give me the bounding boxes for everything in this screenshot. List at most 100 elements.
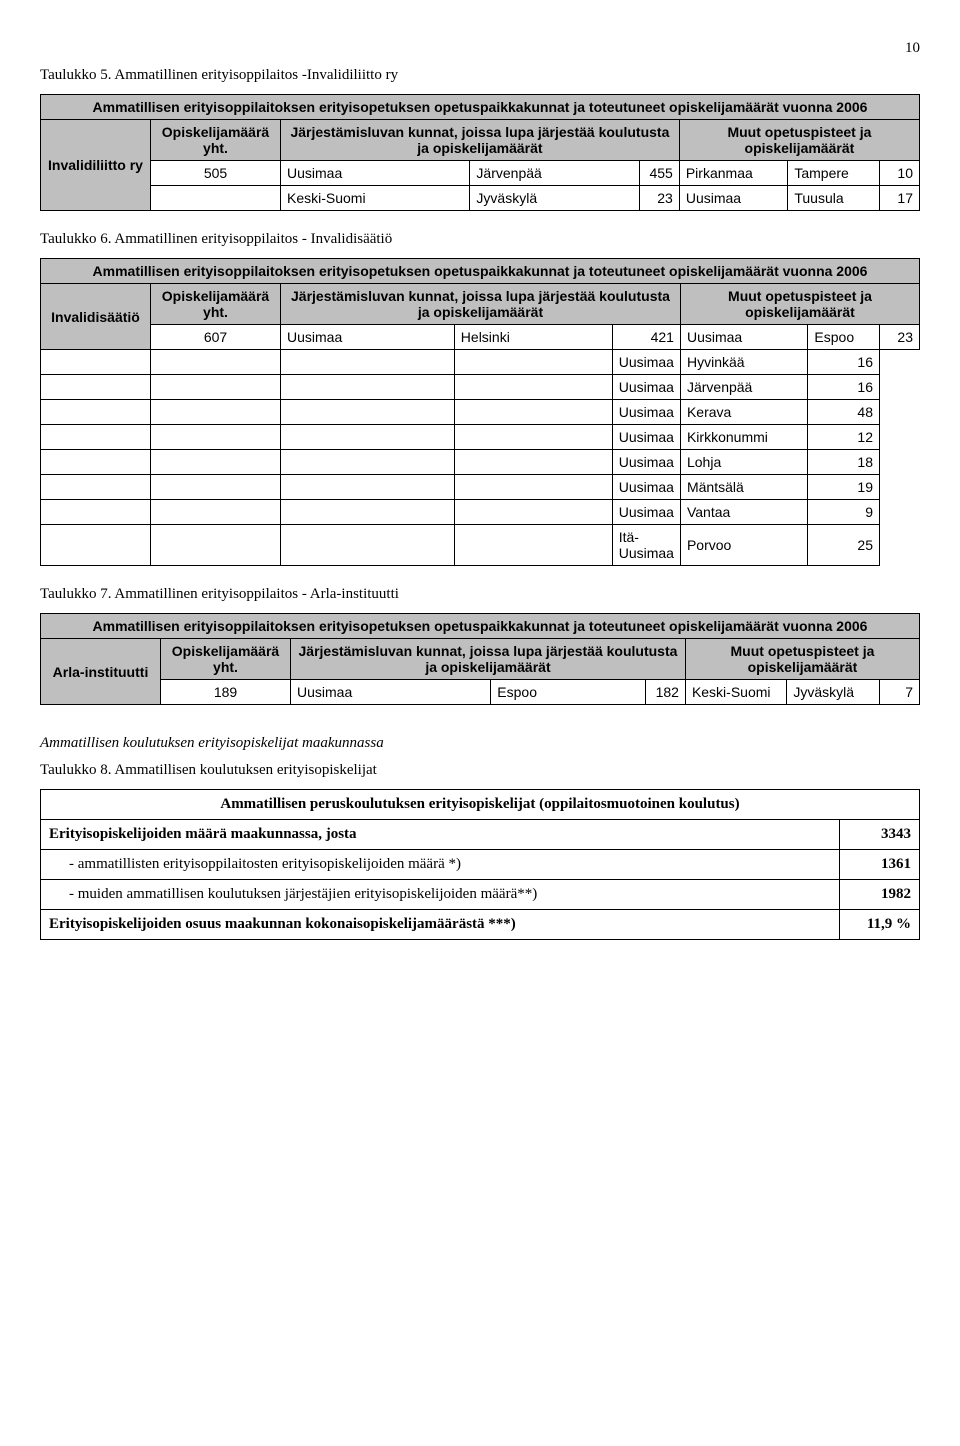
t7-r1-p2: Espoo [491,680,646,705]
table-row: UusimaaLohja18 [41,450,920,475]
t6-row-p4: Uusimaa [612,375,680,400]
t6-r1-count: 607 [151,325,281,350]
table-row: UusimaaKirkkonummi12 [41,425,920,450]
t6-r1-p6: 23 [880,325,920,350]
t6-row-p5: Vantaa [680,500,807,525]
t8-row-label: - muiden ammatillisen koulutuksen järjes… [41,880,840,910]
t6-empty-d [454,475,612,500]
t6-empty-c [281,450,455,475]
t6-empty-a [41,450,151,475]
table-row: - muiden ammatillisen koulutuksen järjes… [41,880,920,910]
t5-r1-p5: Tampere [788,161,880,186]
t6-empty-b [151,525,281,566]
t7-r1-p1: Uusimaa [291,680,491,705]
t5-org: Invalidiliitto ry [41,120,151,211]
t6-row-p5: Lohja [680,450,807,475]
t6-empty-b [151,350,281,375]
t8-row-value: 1982 [840,880,920,910]
t6-empty-b [151,450,281,475]
t5-col-count: Opiskelijamäärä yht. [151,120,281,161]
t6-row-p6: 9 [808,500,880,525]
t7-r1-p4: Keski-Suomi [685,680,786,705]
t7-org: Arla-instituutti [41,639,161,705]
t6-empty-c [281,425,455,450]
table8-caption: Taulukko 8. Ammatillisen koulutuksen eri… [40,762,920,779]
table5: Ammatillisen erityisoppilaitoksen erityi… [40,94,920,211]
t5-r2-p5: Tuusula [788,186,880,211]
t5-r1-p3: 455 [639,161,679,186]
t5-title: Ammatillisen erityisoppilaitoksen erityi… [41,95,920,120]
t7-r1-p3: 182 [645,680,685,705]
t5-r1-p1: Uusimaa [281,161,470,186]
t7-r1-p5: Jyväskylä [787,680,880,705]
table-row: - ammatillisten erityisoppilaitosten eri… [41,850,920,880]
t6-empty-d [454,375,612,400]
t5-r1-count: 505 [151,161,281,186]
t6-row-p5: Mäntsälä [680,475,807,500]
t6-r1-p4: Uusimaa [680,325,807,350]
table-row: UusimaaHyvinkää16 [41,350,920,375]
t7-r1-count: 189 [161,680,291,705]
t6-col-jarj: Järjestämisluvan kunnat, joissa lupa jär… [281,284,681,325]
table6: Ammatillisen erityisoppilaitoksen erityi… [40,258,920,566]
t8-row-label: - ammatillisten erityisoppilaitosten eri… [41,850,840,880]
t6-empty-a [41,525,151,566]
t8-title: Ammatillisen peruskoulutuksen erityisopi… [41,790,920,820]
t6-title: Ammatillisen erityisoppilaitoksen erityi… [41,259,920,284]
t6-row-p6: 25 [808,525,880,566]
t6-row-p6: 16 [808,350,880,375]
t6-row-p5: Järvenpää [680,375,807,400]
t6-row-p6: 16 [808,375,880,400]
t6-empty-d [454,500,612,525]
table7: Ammatillisen erityisoppilaitoksen erityi… [40,613,920,705]
t6-empty-b [151,425,281,450]
t7-col-muut: Muut opetuspisteet ja opiskelijamäärät [685,639,919,680]
t6-empty-b [151,375,281,400]
t6-row-p4: Uusimaa [612,450,680,475]
t6-empty-d [454,450,612,475]
t6-row-p6: 48 [808,400,880,425]
table7-caption: Taulukko 7. Ammatillinen erityisoppilait… [40,586,920,603]
t8-row-value: 11,9 % [840,910,920,940]
table-row: UusimaaJärvenpää16 [41,375,920,400]
t6-empty-b [151,400,281,425]
t6-empty-c [281,475,455,500]
t8-row-label: Erityisopiskelijoiden osuus maakunnan ko… [41,910,840,940]
t6-col-muut: Muut opetuspisteet ja opiskelijamäärät [680,284,919,325]
t6-empty-a [41,475,151,500]
t8-row-value: 1361 [840,850,920,880]
t6-row-p6: 12 [808,425,880,450]
t8-row-value: 3343 [840,820,920,850]
t6-empty-a [41,400,151,425]
table-row: Erityisopiskelijoiden osuus maakunnan ko… [41,910,920,940]
t6-empty-d [454,525,612,566]
t5-r1-p2: Järvenpää [470,161,639,186]
t6-row-p4: Uusimaa [612,500,680,525]
t6-empty-b [151,475,281,500]
t6-empty-a [41,375,151,400]
t5-r1-p4: Pirkanmaa [679,161,788,186]
t6-empty-c [281,350,455,375]
table8: Ammatillisen peruskoulutuksen erityisopi… [40,789,920,940]
t6-empty-c [281,375,455,400]
t6-empty-d [454,400,612,425]
t7-r1-p6: 7 [880,680,920,705]
t6-row-p4: Itä-Uusimaa [612,525,680,566]
t5-col-muut: Muut opetuspisteet ja opiskelijamäärät [679,120,919,161]
page-number: 10 [40,40,920,57]
t6-empty-b [151,500,281,525]
t6-empty-c [281,500,455,525]
t7-title: Ammatillisen erityisoppilaitoksen erityi… [41,614,920,639]
t6-empty-d [454,350,612,375]
t6-row-p5: Porvoo [680,525,807,566]
t5-r2-p3: 23 [639,186,679,211]
table-row: UusimaaMäntsälä19 [41,475,920,500]
t6-row-p5: Kirkkonummi [680,425,807,450]
t6-row-p6: 19 [808,475,880,500]
t6-row-p4: Uusimaa [612,425,680,450]
t5-col-jarj: Järjestämisluvan kunnat, joissa lupa jär… [281,120,680,161]
table-row: UusimaaVantaa9 [41,500,920,525]
t6-org: Invalidisäätiö [41,284,151,350]
t6-r1-p3: 421 [612,325,680,350]
t6-r1-p5: Espoo [808,325,880,350]
